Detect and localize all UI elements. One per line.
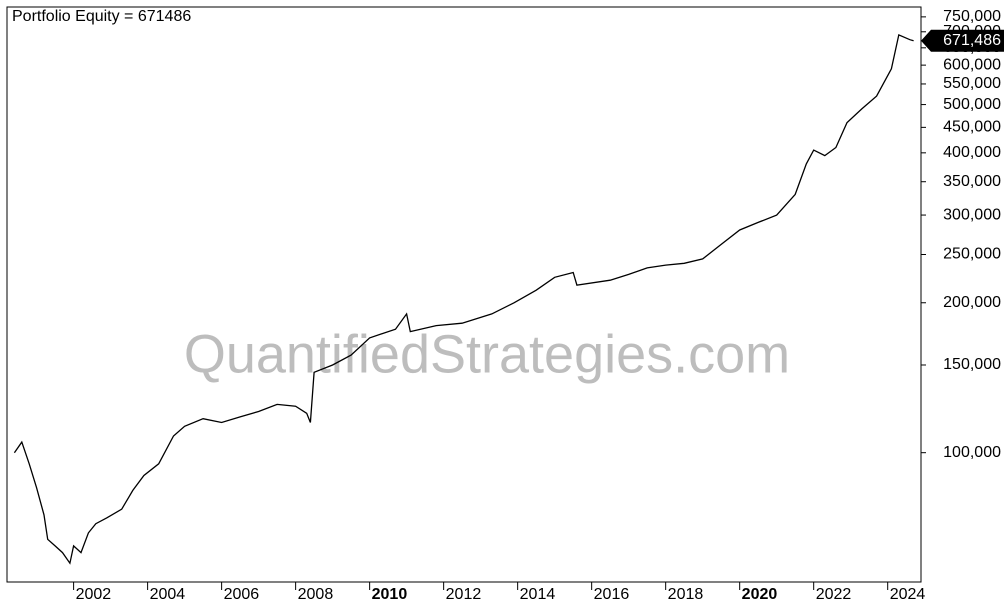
y-tick-label: 400,000 (943, 144, 1001, 161)
x-tick-label: 2010 (372, 586, 408, 603)
y-tick-label: 250,000 (943, 246, 1001, 263)
y-tick-label: 300,000 (943, 206, 1001, 223)
plot-frame (6, 6, 922, 583)
x-tick-label: 2008 (298, 586, 334, 603)
value-label: 671,486 (943, 32, 1001, 49)
x-tick-label: 2018 (668, 586, 704, 603)
x-tick-label: 2022 (816, 586, 852, 603)
y-tick-label: 550,000 (943, 75, 1001, 92)
x-tick-label: 2020 (742, 586, 778, 603)
y-tick-label: 350,000 (943, 173, 1001, 190)
chart-title: Portfolio Equity = 671486 (12, 8, 191, 25)
x-tick-label: 2012 (446, 586, 482, 603)
equity-line (13, 33, 914, 565)
value-label-box (921, 29, 1004, 52)
x-tick-label: 2014 (520, 586, 556, 603)
y-tick-label: 450,000 (943, 119, 1001, 136)
y-tick-label: 750,000 (943, 8, 1001, 25)
y-tick-label: 500,000 (943, 96, 1001, 113)
y-tick-label: 150,000 (943, 356, 1001, 373)
y-tick-label: 100,000 (943, 444, 1001, 461)
x-tick-label: 2004 (150, 586, 186, 603)
y-tick-label: 200,000 (943, 294, 1001, 311)
x-tick-label: 2016 (594, 586, 630, 603)
x-tick-label: 2002 (76, 586, 112, 603)
x-tick-label: 2024 (890, 586, 926, 603)
x-tick-label: 2006 (224, 586, 260, 603)
y-tick-label: 600,000 (943, 56, 1001, 73)
watermark: QuantifiedStrategies.com (184, 324, 790, 384)
